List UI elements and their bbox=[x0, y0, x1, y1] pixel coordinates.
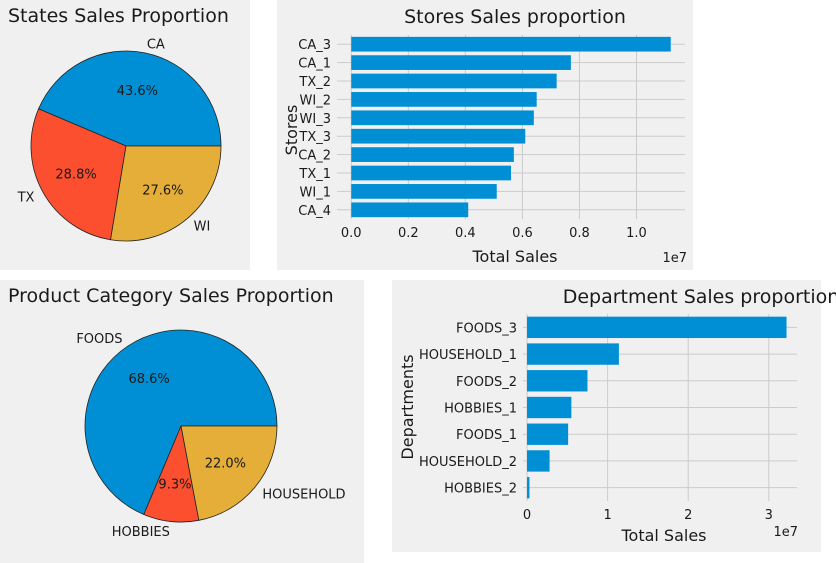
pie-category-label: TX bbox=[17, 190, 35, 205]
x-tick-label: 0.8 bbox=[569, 226, 590, 241]
pie-slice-tx bbox=[30, 108, 127, 241]
chart-title: Department Sales proportion bbox=[563, 286, 836, 308]
x-offset-text: 1e7 bbox=[662, 251, 687, 266]
bar-ca_4 bbox=[351, 202, 469, 218]
departments-bar-chart: 0 1 2 3 FOODS_3 HOUSEHOLD_1 FOODS_2 HOBBIES_1 FO… bbox=[398, 286, 836, 545]
states-pie-panel: States Sales Proportion 43.6% CA 28.8% TX 27.… bbox=[0, 0, 250, 270]
bar-foods_2 bbox=[527, 370, 588, 392]
bar-foods_1 bbox=[527, 423, 569, 445]
stores-bar-panel: 0.0 0.2 0.4 0.6 0.8 1.0 CA_3 CA_1 TX_2 WI_2 WI_3 TX… bbox=[277, 0, 693, 270]
y-tick-label: CA_1 bbox=[298, 57, 331, 72]
pie-pct-label: 68.6% bbox=[128, 372, 169, 387]
chart-title: Stores Sales proportion bbox=[404, 6, 626, 28]
y-tick-label: FOODS_1 bbox=[456, 428, 517, 443]
y-tick-label: FOODS_3 bbox=[456, 321, 517, 336]
bar-hobbies_2 bbox=[527, 476, 530, 499]
y-tick-label: CA_4 bbox=[298, 204, 331, 219]
y-tick-label: CA_2 bbox=[298, 149, 331, 164]
departments-bar-panel: 0 1 2 3 FOODS_3 HOUSEHOLD_1 FOODS_2 HOBBIES_1 FO… bbox=[392, 280, 836, 552]
bar-household_1 bbox=[527, 343, 619, 365]
category-pie-panel: Product Category Sales Proportion 68.6% FO… bbox=[0, 280, 364, 563]
x-tick-label: 0.0 bbox=[341, 226, 362, 241]
bar-ca_2 bbox=[351, 147, 514, 162]
pie-pct-label: 27.6% bbox=[142, 183, 183, 198]
pie-pct-label: 9.3% bbox=[158, 477, 191, 492]
pie-category-label: CA bbox=[147, 38, 165, 53]
bar-wi_1 bbox=[351, 184, 497, 199]
y-tick-label: HOUSEHOLD_2 bbox=[419, 455, 517, 470]
x-tick-label: 3 bbox=[765, 508, 773, 523]
bar-ca_3 bbox=[351, 36, 671, 52]
x-tick-label: 0.6 bbox=[512, 226, 533, 241]
x-tick-label: 1.0 bbox=[626, 226, 647, 241]
states-pie-chart: States Sales Proportion 43.6% CA 28.8% TX 27.… bbox=[8, 5, 229, 242]
x-tick-label: 0.4 bbox=[455, 226, 476, 241]
pie-slice-foods bbox=[84, 329, 278, 516]
x-tick-label: 1 bbox=[603, 508, 611, 523]
y-tick-label: TX_3 bbox=[298, 130, 331, 145]
y-tick-label: TX_2 bbox=[298, 75, 331, 90]
x-tick-label: 2 bbox=[684, 508, 692, 523]
y-tick-label: HOBBIES_2 bbox=[444, 482, 517, 497]
y-tick-label: HOBBIES_1 bbox=[444, 402, 517, 417]
y-tick-label: WI_2 bbox=[300, 93, 331, 108]
x-tick-label: 0.2 bbox=[398, 226, 419, 241]
x-tick-label: 0 bbox=[523, 508, 531, 523]
pie-pct-label: 28.8% bbox=[55, 167, 96, 182]
pie-category-label: HOBBIES bbox=[112, 525, 170, 540]
chart-title: Product Category Sales Proportion bbox=[8, 285, 334, 307]
chart-title: States Sales Proportion bbox=[8, 5, 229, 27]
y-tick-label: TX_1 bbox=[298, 167, 331, 182]
bar-foods_3 bbox=[527, 316, 787, 339]
bar-tx_3 bbox=[351, 128, 526, 144]
y-tick-label: WI_1 bbox=[300, 185, 331, 200]
pie-pct-label: 22.0% bbox=[205, 457, 246, 472]
y-tick-label: HOUSEHOLD_1 bbox=[419, 348, 517, 363]
pie-slice-wi bbox=[110, 145, 222, 242]
bar-hobbies_1 bbox=[527, 396, 572, 419]
bar-ca_1 bbox=[351, 55, 571, 70]
y-axis-label: Departments bbox=[398, 354, 417, 459]
pie-slice-household bbox=[180, 425, 278, 521]
y-tick-label: CA_3 bbox=[298, 38, 331, 53]
x-axis-label: Total Sales bbox=[471, 247, 557, 266]
category-pie-chart: Product Category Sales Proportion 68.6% FO… bbox=[8, 285, 346, 540]
pie-category-label: WI bbox=[194, 220, 211, 235]
pie-category-label: FOODS bbox=[76, 332, 122, 347]
bar-tx_2 bbox=[351, 73, 557, 89]
y-axis-label: Stores bbox=[282, 105, 301, 156]
pie-category-label: HOUSEHOLD bbox=[262, 487, 345, 502]
y-tick-label: FOODS_2 bbox=[456, 375, 517, 390]
y-tick-label: WI_3 bbox=[300, 112, 331, 127]
pie-slice-ca bbox=[38, 50, 222, 147]
bar-household_2 bbox=[527, 450, 550, 472]
bar-wi_3 bbox=[351, 110, 534, 126]
x-offset-text: 1e7 bbox=[773, 525, 798, 540]
x-axis-label: Total Sales bbox=[620, 526, 706, 545]
bar-wi_2 bbox=[351, 92, 537, 107]
pie-pct-label: 43.6% bbox=[117, 84, 158, 99]
stores-bar-chart: 0.0 0.2 0.4 0.6 0.8 1.0 CA_3 CA_1 TX_2 WI_2 WI_3 TX… bbox=[282, 6, 687, 266]
bar-tx_1 bbox=[351, 165, 511, 181]
